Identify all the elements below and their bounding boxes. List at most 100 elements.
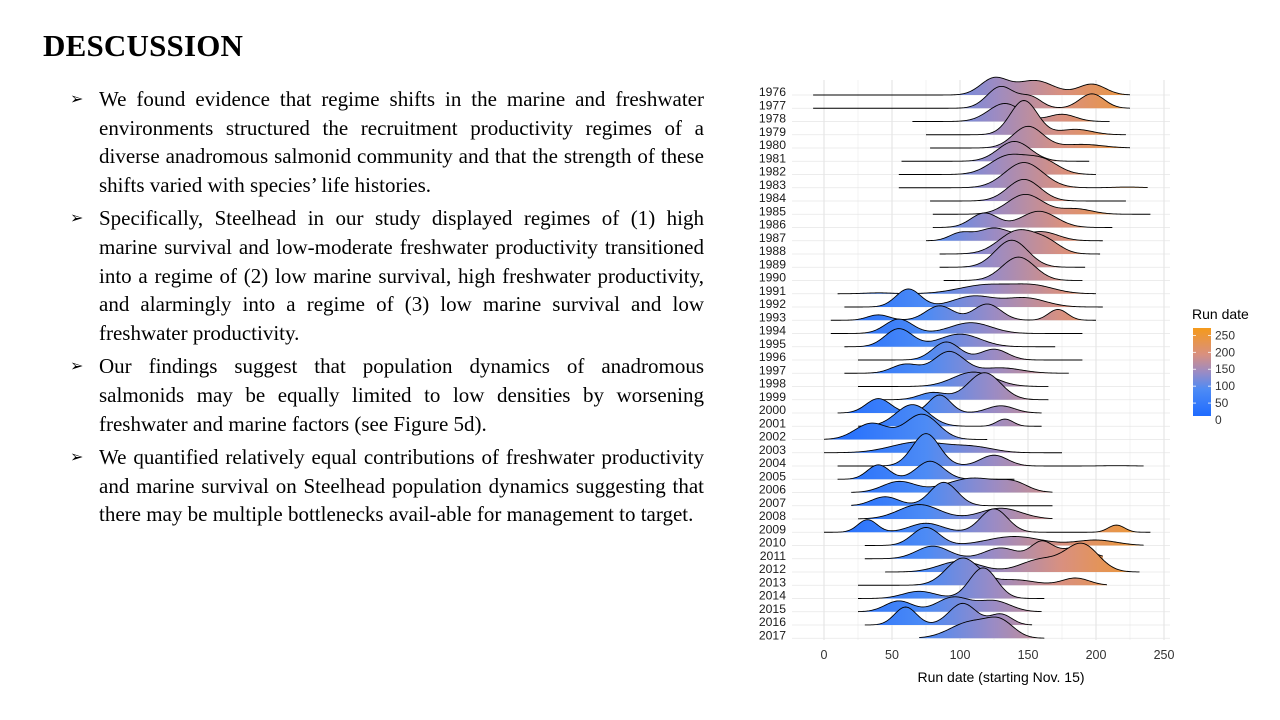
ridge-outline [851,481,1053,507]
year-labels: 1976197719781979198019811982198319841985… [759,85,786,642]
ridge-outline [837,433,1144,467]
year-tick-label: 1983 [759,178,786,192]
ridge-1976 [813,76,1131,96]
bullet-text: Our findings suggest that population dyn… [99,354,704,436]
ridge-fill [844,288,1103,307]
legend-tick-label: 0 [1215,413,1222,427]
year-tick-label: 1981 [759,151,786,165]
ridge-outline [864,526,1144,546]
ridge-series [813,76,1151,639]
ridge-fill [851,482,1053,506]
year-tick-label: 1979 [759,125,786,139]
slide-title: DESCUSSION [43,28,244,63]
ridge-outline [830,318,1083,334]
year-tick-label: 1995 [759,337,786,351]
year-tick-label: 2006 [759,483,786,497]
year-tick-label: 1989 [759,257,786,271]
ridge-outline [919,616,1045,639]
bullet-item: ➢ We quantified relatively equal contrib… [70,443,704,529]
ridge-outline [930,125,1131,149]
ridge-fill [837,433,1144,466]
ridge-1991 [837,283,1097,295]
year-tick-label: 1980 [759,138,786,152]
ridge-outline [858,567,1045,599]
year-tick-label: 1977 [759,98,786,112]
year-tick-label: 1984 [759,191,786,205]
ridge-2002 [823,413,988,440]
arrowhead-bullet-icon: ➢ [70,446,84,466]
x-axis: 0 50 100 150 200 250 Run date (starting Nov. 1… [821,648,1175,685]
ridge-outline [813,76,1131,96]
ridge-fill [898,162,1148,188]
year-tick-label: 1998 [759,377,786,391]
ridge-outline [857,504,1053,520]
ridge-fill [864,527,1144,546]
ridge-1979 [926,100,1126,136]
year-tick-label: 1991 [759,284,786,298]
ridge-fill [837,395,1042,413]
legend: Run date 250 200 150 100 50 0 [1192,306,1249,427]
year-tick-label: 2015 [759,602,786,616]
ridge-fill [858,404,1042,427]
ridge-fill [885,543,1140,572]
year-tick-label: 2010 [759,536,786,550]
x-tick-label: 0 [821,648,828,662]
bullet-text: Specifically, Steelhead in our study dis… [99,206,704,346]
ridge-fill [878,372,1049,400]
ridge-fill [939,229,1101,254]
ridge-outline [932,210,1113,228]
ridge-fill [824,441,1062,453]
year-tick-label: 1986 [759,218,786,232]
ridge-outline [864,540,1103,560]
year-tick-label: 2000 [759,403,786,417]
ridge-fill [858,567,1045,599]
year-tick-label: 1999 [759,390,786,404]
ridge-outline [898,153,1097,175]
year-tick-label: 1997 [759,363,786,377]
ridge-fill [813,86,1130,109]
year-tick-label: 2009 [759,522,786,536]
legend-tick-label: 250 [1215,328,1235,342]
year-tick-label: 1990 [759,271,786,285]
ridge-outline [844,328,1056,348]
ridge-1999 [878,372,1049,401]
ridge-1986 [932,210,1113,228]
ridge-fill [830,304,1096,321]
ridge-outline [898,162,1148,189]
legend-tick-label: 150 [1215,362,1235,376]
ridge-outline [932,193,1151,215]
ridge-2001 [857,404,1042,427]
legend-colorbar [1193,328,1211,416]
year-tick-label: 2014 [759,589,786,603]
ridge-outline [837,283,1097,295]
ridge-fill [932,194,1151,215]
ridge-1995 [844,328,1056,348]
ridge-fill [844,328,1056,347]
year-tick-label: 1987 [759,231,786,245]
ridge-outline [939,239,1086,268]
year-tick-label: 1992 [759,297,786,311]
x-tick-label: 250 [1154,648,1175,662]
year-tick-label: 2003 [759,443,786,457]
x-tick-label: 100 [950,648,971,662]
ridge-fill [858,341,1083,360]
ridge-fill [824,508,1151,533]
ridge-1997 [844,350,1069,374]
year-tick-label: 1976 [759,85,786,99]
year-tick-label: 1988 [759,244,786,258]
ridge-1984 [930,178,1126,202]
year-tick-label: 1982 [759,165,786,179]
ridge-2014 [858,567,1045,599]
ridge-fill [824,414,988,440]
ridge-1980 [930,125,1131,149]
ridge-2000 [837,394,1042,414]
arrowhead-bullet-icon: ➢ [70,208,84,228]
ridge-outline [824,508,1151,533]
year-tick-label: 2007 [759,496,786,510]
ridge-2009 [824,508,1151,533]
ridge-1988 [939,229,1101,255]
ridge-1989 [939,239,1086,268]
ridge-outline [885,542,1140,573]
ridge-outline [844,350,1069,374]
ridge-1992 [844,288,1103,308]
